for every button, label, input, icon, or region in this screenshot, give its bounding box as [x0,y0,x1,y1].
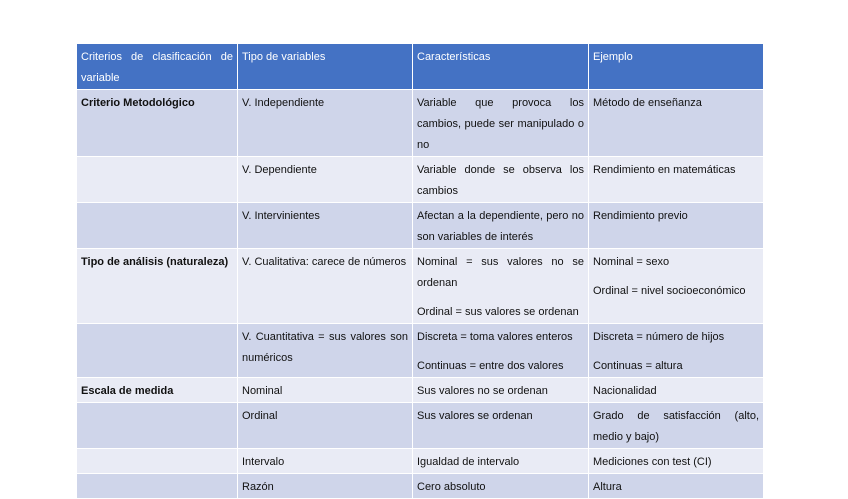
tipo-cell: V. Dependiente [237,156,413,203]
tipo-cell: V. Independiente [237,89,413,157]
table-row: Razón Cero absoluto Altura [76,473,764,499]
caracteristicas-text: Sus valores se ordenan [417,410,533,422]
criterio-cell [76,156,238,203]
criterio-cell [76,473,238,499]
caracteristicas-cell: Nominal = sus valores no se ordenan Ordin… [412,248,589,324]
table-row: V. Dependiente Variable donde se observa … [76,156,764,203]
ejemplo-text: Método de enseñanza [593,97,702,109]
ejemplo-text: Continuas = altura [593,360,683,372]
ejemplo-cell: Nominal = sexo Ordinal = nivel socioeconó… [588,248,764,324]
ejemplo-text: Mediciones con test (CI) [593,456,712,468]
table-row: Escala de medida Nominal Sus valores no se… [76,377,764,403]
header-tipo: Tipo de variables [237,43,413,90]
caracteristicas-cell: Afectan a la dependiente, pero no son va… [412,202,589,249]
ejemplo-text: Rendimiento en matemáticas [593,164,736,176]
criterio-cell [76,402,238,449]
ejemplo-text: Rendimiento previo [593,210,688,222]
criterio-cell: Tipo de análisis (naturaleza) [76,248,238,324]
criterio-cell [76,448,238,474]
ejemplo-text: Nominal = sexo [593,256,670,268]
caracteristicas-text: Ordinal = sus valores se ordenan [417,306,579,318]
criterio-cell: Criterio Metodológico [76,89,238,157]
ejemplo-text: Altura [593,481,622,493]
caracteristicas-cell: Igualdad de intervalo [412,448,589,474]
caracteristicas-text: Igualdad de intervalo [417,456,520,468]
tipo-cell: Razón [237,473,413,499]
header-caracteristicas: Características [412,43,589,90]
tipo-cell: V. Cuantitativa = sus valores son numéri… [237,323,413,378]
ejemplo-text: Grado de satisfacción (alto, medio y baj… [593,410,759,443]
caracteristicas-text: Continuas = entre dos valores [417,360,564,372]
ejemplo-cell: Método de enseñanza [588,89,764,157]
caracteristicas-cell: Cero absoluto [412,473,589,499]
ejemplo-cell: Rendimiento previo [588,202,764,249]
ejemplo-text: Ordinal = nivel socioeconómico [593,285,746,297]
ejemplo-cell: Discreta = número de hijos Continuas = al… [588,323,764,378]
caracteristicas-text: Nominal = sus valores no se ordenan [417,256,584,289]
caracteristicas-text: Afectan a la dependiente, pero no son va… [417,210,584,243]
caracteristicas-cell: Sus valores se ordenan [412,402,589,449]
header-criterios: Criterios de clasificación de variable [76,43,238,90]
ejemplo-text: Discreta = número de hijos [593,331,725,343]
caracteristicas-cell: Variable donde se observa los cambios [412,156,589,203]
tipo-cell: Intervalo [237,448,413,474]
ejemplo-cell: Grado de satisfacción (alto, medio y baj… [588,402,764,449]
tipo-cell: Ordinal [237,402,413,449]
criterio-cell [76,202,238,249]
table-row: V. Cuantitativa = sus valores son numéri… [76,323,764,378]
criterio-cell: Escala de medida [76,377,238,403]
caracteristicas-text: Cero absoluto [417,481,486,493]
header-row: Criterios de clasificación de variable T… [76,43,764,90]
table-row: Criterio Metodológico V. Independiente Var… [76,89,764,157]
tipo-cell: V. Cualitativa: carece de números [237,248,413,324]
table-row: Intervalo Igualdad de intervalo Mediciones… [76,448,764,474]
tipo-cell: V. Intervinientes [237,202,413,249]
header-ejemplo: Ejemplo [588,43,764,90]
caracteristicas-text: Discreta = toma valores enteros [417,331,573,343]
ejemplo-text: Nacionalidad [593,385,657,397]
tipo-cell: Nominal [237,377,413,403]
table-row: Ordinal Sus valores se ordenan Grado de sa… [76,402,764,449]
ejemplo-cell: Rendimiento en matemáticas [588,156,764,203]
caracteristicas-text: Variable donde se observa los cambios [417,164,584,197]
ejemplo-cell: Nacionalidad [588,377,764,403]
table-row: V. Intervinientes Afectan a la dependient… [76,202,764,249]
caracteristicas-cell: Discreta = toma valores enteros Continuas… [412,323,589,378]
caracteristicas-cell: Sus valores no se ordenan [412,377,589,403]
table-row: Tipo de análisis (naturaleza) V. Cualitat… [76,248,764,324]
criterio-cell [76,323,238,378]
ejemplo-cell: Altura [588,473,764,499]
caracteristicas-text: Variable que provoca los cambios, puede … [417,97,584,151]
caracteristicas-text: Sus valores no se ordenan [417,385,548,397]
ejemplo-cell: Mediciones con test (CI) [588,448,764,474]
caracteristicas-cell: Variable que provoca los cambios, puede … [412,89,589,157]
variables-classification-table: Criterios de clasificación de variable T… [76,43,764,499]
